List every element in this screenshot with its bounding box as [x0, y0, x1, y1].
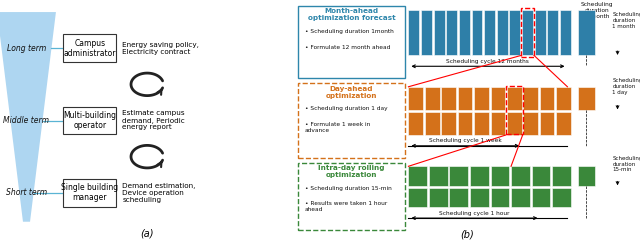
- FancyBboxPatch shape: [507, 112, 522, 135]
- FancyBboxPatch shape: [408, 188, 428, 207]
- Text: (b): (b): [460, 230, 474, 240]
- Polygon shape: [0, 12, 56, 222]
- Text: • Results were taken 1 hour
ahead: • Results were taken 1 hour ahead: [305, 201, 387, 212]
- Text: Middle term: Middle term: [3, 116, 49, 125]
- Text: • Formulate 1 week in
advance: • Formulate 1 week in advance: [305, 122, 370, 133]
- FancyBboxPatch shape: [552, 188, 571, 207]
- FancyBboxPatch shape: [490, 87, 505, 110]
- Text: Single building
manager: Single building manager: [61, 183, 118, 202]
- FancyBboxPatch shape: [408, 166, 428, 186]
- FancyBboxPatch shape: [540, 87, 554, 110]
- FancyBboxPatch shape: [408, 87, 423, 110]
- Text: Demand estimation,
Device operation
scheduling: Demand estimation, Device operation sche…: [122, 183, 196, 203]
- FancyBboxPatch shape: [556, 112, 571, 135]
- FancyBboxPatch shape: [509, 10, 520, 55]
- FancyBboxPatch shape: [532, 166, 550, 186]
- Text: Scheduling cycle 1 hour: Scheduling cycle 1 hour: [439, 211, 509, 216]
- Text: Scheduling
duration
1 month: Scheduling duration 1 month: [580, 2, 613, 19]
- FancyBboxPatch shape: [522, 10, 533, 55]
- Text: Scheduling cycle 12 months: Scheduling cycle 12 months: [447, 59, 529, 64]
- FancyBboxPatch shape: [490, 188, 509, 207]
- FancyBboxPatch shape: [490, 166, 509, 186]
- FancyBboxPatch shape: [298, 6, 405, 78]
- Text: Day-ahead
optimization: Day-ahead optimization: [326, 86, 377, 99]
- FancyBboxPatch shape: [474, 112, 489, 135]
- FancyBboxPatch shape: [472, 10, 483, 55]
- Text: Multi-building
operator: Multi-building operator: [63, 111, 116, 130]
- FancyBboxPatch shape: [578, 87, 595, 110]
- Text: Energy saving policy,
Electricity contract: Energy saving policy, Electricity contra…: [122, 42, 199, 55]
- Text: • Formulate 12 month ahead: • Formulate 12 month ahead: [305, 45, 390, 50]
- FancyBboxPatch shape: [434, 10, 445, 55]
- FancyBboxPatch shape: [298, 163, 405, 230]
- FancyBboxPatch shape: [449, 166, 468, 186]
- FancyBboxPatch shape: [63, 107, 116, 134]
- FancyBboxPatch shape: [556, 87, 571, 110]
- FancyBboxPatch shape: [459, 10, 470, 55]
- FancyBboxPatch shape: [429, 166, 448, 186]
- Text: (a): (a): [140, 229, 154, 239]
- FancyBboxPatch shape: [442, 112, 456, 135]
- Text: Month-ahead
optimization forecast: Month-ahead optimization forecast: [308, 8, 396, 21]
- FancyBboxPatch shape: [458, 87, 472, 110]
- FancyBboxPatch shape: [408, 10, 419, 55]
- FancyBboxPatch shape: [560, 10, 571, 55]
- Text: • Scheduling duration 1 day: • Scheduling duration 1 day: [305, 106, 387, 111]
- FancyBboxPatch shape: [578, 10, 595, 55]
- Text: Estimate campus
demand, Periodic
energy report: Estimate campus demand, Periodic energy …: [122, 111, 185, 130]
- FancyBboxPatch shape: [547, 10, 558, 55]
- FancyBboxPatch shape: [535, 10, 546, 55]
- Text: Long term: Long term: [7, 44, 46, 53]
- FancyBboxPatch shape: [474, 87, 489, 110]
- Text: Scheduling
duration
15-min: Scheduling duration 15-min: [612, 156, 640, 172]
- FancyBboxPatch shape: [442, 87, 456, 110]
- FancyBboxPatch shape: [446, 10, 457, 55]
- FancyBboxPatch shape: [425, 112, 440, 135]
- FancyBboxPatch shape: [511, 188, 530, 207]
- FancyBboxPatch shape: [511, 166, 530, 186]
- FancyBboxPatch shape: [421, 10, 432, 55]
- FancyBboxPatch shape: [497, 10, 508, 55]
- FancyBboxPatch shape: [507, 87, 522, 110]
- FancyBboxPatch shape: [63, 179, 116, 207]
- FancyBboxPatch shape: [408, 112, 423, 135]
- FancyBboxPatch shape: [63, 34, 116, 62]
- FancyBboxPatch shape: [458, 112, 472, 135]
- FancyBboxPatch shape: [484, 10, 495, 55]
- FancyBboxPatch shape: [449, 188, 468, 207]
- FancyBboxPatch shape: [425, 87, 440, 110]
- Text: • Scheduling duration 15-min: • Scheduling duration 15-min: [305, 186, 392, 191]
- Text: Scheduling
duration
1 month: Scheduling duration 1 month: [612, 12, 640, 29]
- Text: Short term: Short term: [6, 188, 47, 197]
- Text: • Scheduling duration 1month: • Scheduling duration 1month: [305, 29, 394, 34]
- Text: Scheduling
duration
1 day: Scheduling duration 1 day: [612, 78, 640, 94]
- FancyBboxPatch shape: [540, 112, 554, 135]
- FancyBboxPatch shape: [532, 188, 550, 207]
- FancyBboxPatch shape: [578, 166, 595, 186]
- FancyBboxPatch shape: [470, 166, 489, 186]
- FancyBboxPatch shape: [524, 112, 538, 135]
- Text: Scheduling cycle 1 week: Scheduling cycle 1 week: [429, 138, 502, 143]
- FancyBboxPatch shape: [298, 83, 405, 158]
- FancyBboxPatch shape: [429, 188, 448, 207]
- FancyBboxPatch shape: [470, 188, 489, 207]
- Text: Campus
administrator: Campus administrator: [63, 39, 116, 58]
- Text: Intra-day rolling
optimization: Intra-day rolling optimization: [318, 165, 385, 178]
- FancyBboxPatch shape: [552, 166, 571, 186]
- FancyBboxPatch shape: [524, 87, 538, 110]
- FancyBboxPatch shape: [490, 112, 505, 135]
